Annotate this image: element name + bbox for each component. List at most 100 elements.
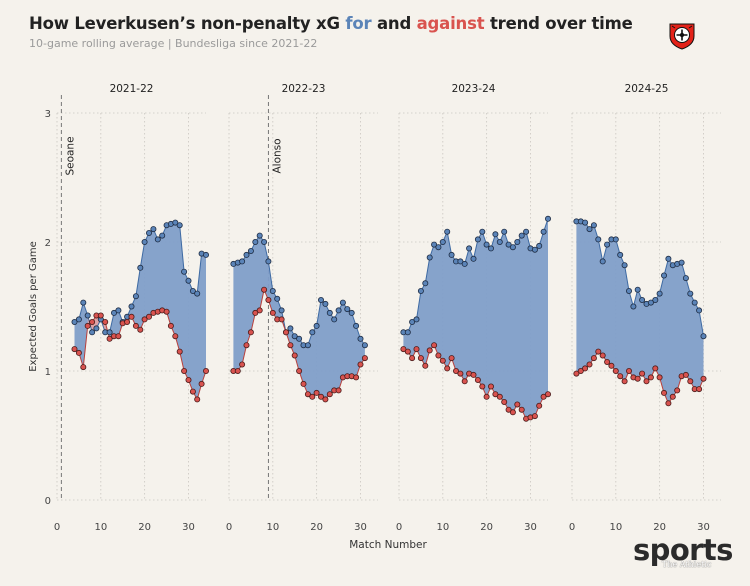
xg-against-point <box>261 286 268 293</box>
panel-2024-25 <box>571 112 721 501</box>
season-label: 2024-25 <box>625 83 669 95</box>
xg-for-point <box>540 228 547 235</box>
xg-against-point <box>608 362 615 369</box>
xg-against-point <box>426 347 433 354</box>
xg-for-point <box>656 290 663 297</box>
xg-for-point <box>93 325 100 332</box>
xg-for-point <box>639 296 646 303</box>
x-tick-label: 10 <box>436 522 449 533</box>
xg-against-point <box>545 391 552 398</box>
xg-against-point <box>687 378 694 385</box>
xg-for-point <box>514 238 521 245</box>
xg-for-point <box>617 251 624 258</box>
xg-for-point <box>335 307 342 314</box>
xg-against-point <box>234 367 241 374</box>
xg-for-point <box>466 245 473 252</box>
xg-for-point <box>678 259 685 266</box>
xg-for-point <box>194 290 201 297</box>
x-tick-label: 30 <box>182 522 195 533</box>
manager-change-label: Seoane <box>64 136 76 175</box>
xg-against-point <box>661 389 668 396</box>
xg-against-point <box>674 387 681 394</box>
xg-against-point <box>439 357 446 364</box>
x-tick-label: 0 <box>226 522 232 533</box>
xg-against-point <box>265 296 272 303</box>
xg-for-point <box>696 307 703 314</box>
xg-against-point <box>617 373 624 380</box>
xg-for-point <box>417 287 424 294</box>
xg-for-point <box>261 238 268 245</box>
xg-for-point <box>331 316 338 323</box>
xg-against-point <box>643 378 650 385</box>
xg-difference-area <box>74 222 206 400</box>
xg-against-point <box>176 348 183 355</box>
xg-against-point <box>470 371 477 378</box>
xg-against-point <box>309 393 316 400</box>
xg-against-point <box>75 349 82 356</box>
xg-for-point <box>339 299 346 306</box>
xg-against-point <box>335 387 342 394</box>
xg-against-point <box>431 342 438 349</box>
xg-against-point <box>435 352 442 359</box>
xg-against-point <box>106 335 113 342</box>
x-tick-label: 10 <box>609 522 622 533</box>
xg-against-point <box>696 386 703 393</box>
xg-for-point <box>501 228 508 235</box>
xg-against-point <box>172 333 179 340</box>
xg-for-point <box>145 229 152 236</box>
xg-against-point <box>141 316 148 323</box>
xg-against-point <box>317 393 324 400</box>
xg-against-point <box>665 400 672 407</box>
x-tick-label: 20 <box>138 522 151 533</box>
xg-for-point <box>189 287 196 294</box>
xg-against-point <box>194 396 201 403</box>
xg-for-point <box>518 232 525 239</box>
title-for-word: for <box>345 14 372 33</box>
panel-2021-22 <box>56 95 209 501</box>
xg-against-point <box>202 367 209 374</box>
title-against-word: against <box>416 14 485 33</box>
xg-against-point <box>573 370 580 377</box>
xg-for-point <box>586 226 593 233</box>
y-tick-label: 2 <box>45 238 51 249</box>
xg-against-point <box>590 355 597 362</box>
xg-against-point <box>656 374 663 381</box>
xg-against-point <box>518 406 525 413</box>
xg-against-point <box>604 358 611 365</box>
xg-for-point <box>247 247 254 254</box>
xg-for-point <box>84 312 91 319</box>
xg-against-point <box>243 342 250 349</box>
xg-for-point <box>154 236 161 243</box>
xg-for-point <box>435 244 442 251</box>
xg-against-point <box>612 367 619 374</box>
xg-against-point <box>71 346 78 353</box>
x-tick-label: 0 <box>396 522 402 533</box>
xg-against-point <box>457 370 464 377</box>
x-tick-label: 0 <box>54 522 60 533</box>
xg-against-point <box>189 388 196 395</box>
xg-against-point <box>353 374 360 381</box>
xg-against-point <box>413 346 420 353</box>
xg-against-point <box>185 376 192 383</box>
xg-for-point <box>691 299 698 306</box>
xg-for-point <box>413 316 420 323</box>
x-tick-label: 20 <box>310 522 323 533</box>
xg-against-point <box>128 313 135 320</box>
xg-for-point <box>176 222 183 229</box>
bayer-leverkusen-crest-icon <box>669 23 695 50</box>
xg-for-point <box>185 277 192 284</box>
y-tick-label: 3 <box>45 109 51 120</box>
x-tick-label: 0 <box>569 522 575 533</box>
xg-against-point <box>509 409 516 416</box>
xg-for-point <box>630 303 637 310</box>
xg-against-point <box>239 361 246 368</box>
xg-for-point <box>545 215 552 222</box>
xg-against-point <box>252 309 259 316</box>
xg-for-point <box>487 245 494 252</box>
xg-for-point <box>426 254 433 261</box>
chart-subtitle: 10-game rolling average | Bundesliga sin… <box>29 37 318 50</box>
xg-for-point <box>317 296 324 303</box>
xg-for-point <box>287 325 294 332</box>
xg-against-point <box>256 307 263 314</box>
xg-against-point <box>474 376 481 383</box>
